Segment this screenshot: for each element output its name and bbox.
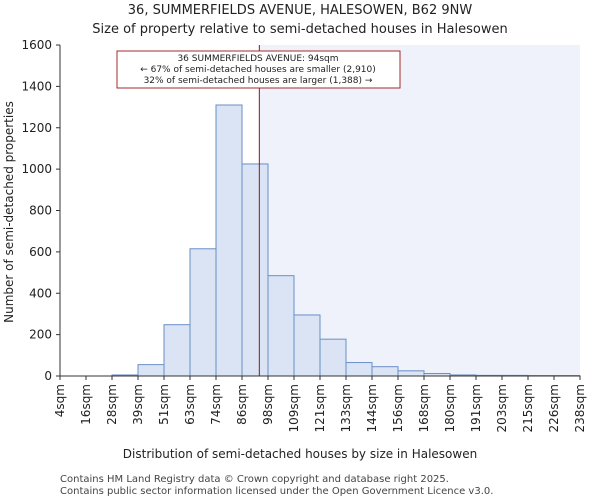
x-tick-label: 63sqm bbox=[183, 384, 197, 425]
x-tick-label: 144sqm bbox=[365, 384, 379, 432]
y-tick-label: 1000 bbox=[21, 162, 52, 176]
bar-121sqm bbox=[319, 338, 347, 377]
y-tick-label: 600 bbox=[29, 245, 52, 259]
annotation-box: 36 SUMMERFIELDS AVENUE: 94sqm ← 67% of s… bbox=[116, 50, 401, 89]
footer-line-2: Contains public sector information licen… bbox=[60, 486, 493, 497]
chart-title: 36, SUMMERFIELDS AVENUE, HALESOWEN, B62 … bbox=[128, 3, 473, 18]
y-tick-label: 1200 bbox=[21, 121, 52, 135]
x-tick-label: 168sqm bbox=[417, 384, 431, 432]
x-tick-label: 238sqm bbox=[573, 384, 587, 432]
x-tick-label: 39sqm bbox=[131, 384, 145, 425]
bar-98sqm bbox=[267, 275, 295, 377]
bar-39sqm bbox=[137, 364, 165, 377]
y-tick-label: 1600 bbox=[21, 38, 52, 52]
x-tick-label: 4sqm bbox=[53, 384, 67, 417]
annotation-line-1: 36 SUMMERFIELDS AVENUE: 94sqm bbox=[177, 54, 338, 64]
bar-86sqm bbox=[241, 163, 269, 377]
x-tick-label: 16sqm bbox=[79, 384, 93, 425]
footer-line-1: Contains HM Land Registry data © Crown c… bbox=[60, 474, 449, 485]
x-tick-label: 226sqm bbox=[547, 384, 561, 432]
x-tick-label: 109sqm bbox=[287, 384, 301, 432]
chart-subtitle: Size of property relative to semi-detach… bbox=[92, 22, 507, 37]
y-ticks-group: 0 200 400 600 800 1000 1200 1400 1600 bbox=[21, 38, 60, 383]
x-tick-label: 121sqm bbox=[313, 384, 327, 432]
bar-51sqm bbox=[163, 324, 191, 377]
bar-133sqm bbox=[345, 362, 373, 377]
annotation-line-2: ← 67% of semi-detached houses are smalle… bbox=[140, 65, 376, 75]
annotation-line-3: 32% of semi-detached houses are larger (… bbox=[144, 76, 373, 86]
bar-156sqm bbox=[397, 370, 425, 377]
bar-74sqm bbox=[215, 104, 243, 377]
x-tick-label: 74sqm bbox=[209, 384, 223, 425]
bars-group bbox=[111, 104, 581, 377]
y-tick-label: 1400 bbox=[21, 79, 52, 93]
y-tick-label: 200 bbox=[29, 328, 52, 342]
x-tick-label: 191sqm bbox=[469, 384, 483, 432]
x-tick-label: 180sqm bbox=[443, 384, 457, 432]
x-tick-label: 98sqm bbox=[261, 384, 275, 425]
bar-109sqm bbox=[293, 314, 321, 377]
y-axis-label: Number of semi-detached properties bbox=[2, 101, 16, 323]
x-tick-label: 133sqm bbox=[339, 384, 353, 432]
y-tick-label: 400 bbox=[29, 286, 52, 300]
x-tick-label: 156sqm bbox=[391, 384, 405, 432]
x-ticks-group: 4sqm 16sqm 28sqm 39sqm 51sqm 63sqm 74sqm 86sqm 9… bbox=[53, 376, 587, 432]
x-tick-label: 28sqm bbox=[105, 384, 119, 425]
x-tick-label: 51sqm bbox=[157, 384, 171, 425]
y-tick-label: 800 bbox=[29, 204, 52, 218]
x-tick-label: 215sqm bbox=[521, 384, 535, 432]
x-axis-label: Distribution of semi-detached houses by … bbox=[123, 447, 477, 461]
x-tick-label: 203sqm bbox=[495, 384, 509, 432]
bar-63sqm bbox=[189, 248, 217, 377]
y-tick-label: 0 bbox=[44, 369, 52, 383]
x-tick-label: 86sqm bbox=[235, 384, 249, 425]
bar-144sqm bbox=[371, 366, 399, 377]
annotation-border bbox=[116, 50, 401, 89]
